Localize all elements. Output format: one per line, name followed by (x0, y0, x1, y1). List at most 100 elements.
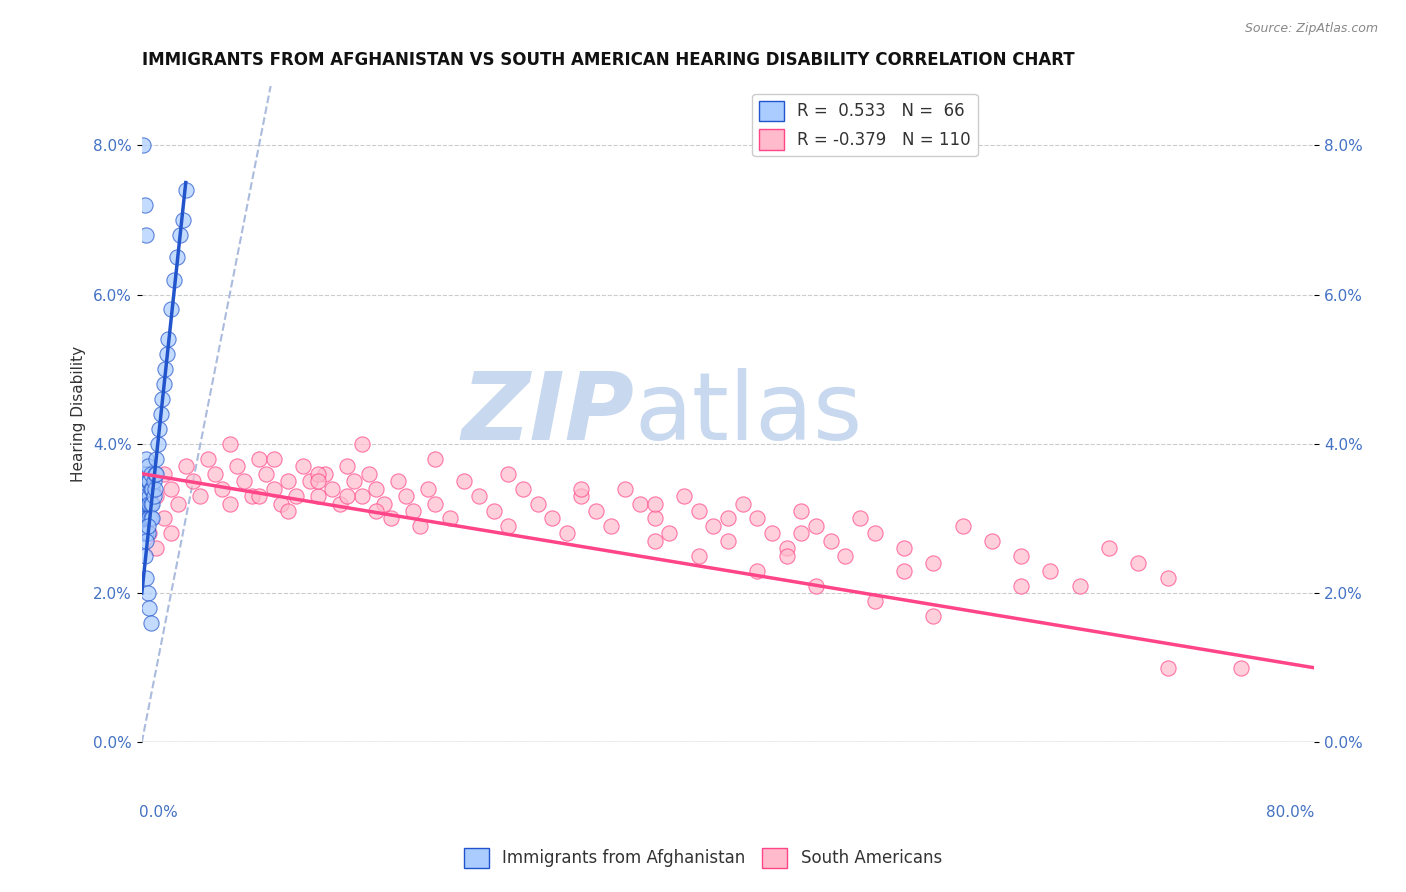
Point (134, 489, 156, 503)
Text: Source: ZipAtlas.com: Source: ZipAtlas.com (1244, 22, 1378, 36)
Point (357, 467, 380, 481)
Point (922, 608, 945, 623)
Point (1128, 556, 1150, 570)
Point (136, 586, 159, 600)
Point (135, 533, 157, 548)
Point (134, 504, 156, 518)
Point (731, 497, 754, 511)
Point (174, 183, 197, 197)
Point (453, 474, 475, 488)
Point (849, 511, 872, 525)
Point (134, 511, 156, 525)
Point (747, 511, 769, 525)
Point (138, 489, 160, 503)
Point (628, 497, 651, 511)
Point (409, 519, 432, 533)
Point (804, 519, 827, 533)
Text: 80.0%: 80.0% (1265, 805, 1315, 820)
Point (790, 504, 813, 518)
Point (307, 489, 329, 503)
Point (166, 250, 188, 264)
Point (761, 526, 783, 541)
Point (314, 467, 336, 481)
Point (952, 519, 974, 533)
Point (439, 511, 461, 525)
Point (585, 504, 607, 518)
Point (1230, 661, 1253, 675)
Point (644, 533, 666, 548)
Point (174, 459, 197, 474)
Point (263, 451, 285, 466)
Point (247, 451, 270, 466)
Point (132, 497, 155, 511)
Point (160, 526, 183, 541)
Point (804, 579, 827, 593)
Point (387, 474, 409, 488)
Point (135, 497, 157, 511)
Point (132, 511, 155, 525)
Point (336, 489, 359, 503)
Point (423, 497, 446, 511)
Point (132, 489, 155, 503)
Title: IMMIGRANTS FROM AFGHANISTAN VS SOUTH AMERICAN HEARING DISABILITY CORRELATION CHA: IMMIGRANTS FROM AFGHANISTAN VS SOUTH AME… (142, 51, 1074, 69)
Point (922, 556, 945, 570)
Point (247, 489, 270, 503)
Point (145, 541, 167, 556)
Point (496, 519, 519, 533)
Point (980, 533, 1002, 548)
Point (132, 526, 155, 541)
Point (277, 474, 299, 488)
Point (136, 526, 159, 541)
Point (139, 615, 162, 630)
Point (292, 459, 315, 474)
Point (152, 511, 174, 525)
Point (416, 482, 439, 496)
Point (190, 489, 212, 503)
Point (141, 482, 163, 496)
Point (138, 511, 160, 525)
Point (366, 482, 388, 496)
Point (132, 138, 155, 153)
Point (157, 332, 180, 346)
Point (343, 474, 366, 488)
Point (143, 482, 166, 496)
Point (321, 482, 343, 496)
Point (141, 511, 163, 525)
Point (135, 227, 157, 242)
Point (139, 511, 162, 525)
Point (172, 213, 194, 227)
Point (135, 467, 157, 481)
Point (160, 482, 183, 496)
Point (863, 593, 886, 607)
Point (134, 497, 156, 511)
Point (138, 497, 160, 511)
Legend: Immigrants from Afghanistan, South Americans: Immigrants from Afghanistan, South Ameri… (457, 841, 949, 875)
Point (277, 504, 299, 518)
Point (138, 601, 160, 615)
Point (1157, 661, 1180, 675)
Point (644, 497, 666, 511)
Point (776, 541, 799, 556)
Point (135, 511, 157, 525)
Point (688, 504, 710, 518)
Point (1010, 549, 1032, 563)
Point (270, 497, 292, 511)
Point (468, 489, 491, 503)
Point (299, 474, 322, 488)
Point (135, 489, 157, 503)
Point (366, 504, 388, 518)
Point (145, 467, 167, 481)
Point (181, 474, 204, 488)
Point (139, 467, 162, 481)
Point (135, 482, 157, 496)
Point (834, 549, 856, 563)
Point (145, 489, 167, 503)
Point (555, 526, 578, 541)
Point (402, 504, 425, 518)
Point (218, 497, 240, 511)
Point (482, 504, 505, 518)
Point (136, 497, 159, 511)
Point (218, 437, 240, 451)
Point (254, 467, 277, 481)
Point (152, 467, 174, 481)
